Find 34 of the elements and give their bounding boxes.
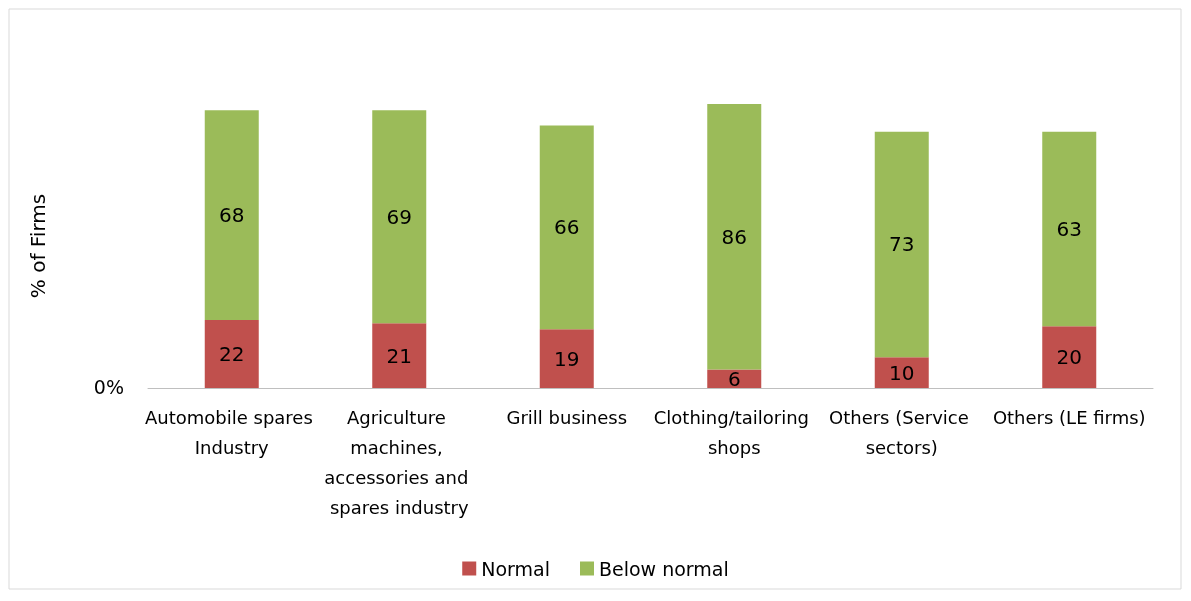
bar: [372, 110, 427, 324]
data-label: 69: [386, 204, 412, 229]
data-label: 66: [554, 215, 580, 240]
text: 0%: [93, 375, 125, 398]
data-label: 10: [889, 360, 915, 385]
data-label: 86: [721, 224, 747, 249]
x-tick-label: Others (LE firms): [992, 406, 1146, 428]
y-axis-title: % of Firms: [26, 193, 50, 299]
bar: [204, 320, 259, 388]
data-label: 22: [219, 342, 245, 367]
data-label: 68: [219, 203, 245, 228]
bar: [874, 131, 929, 358]
bar: [707, 369, 762, 388]
bar: [707, 104, 762, 370]
bar: [1042, 131, 1097, 327]
data-label: 73: [889, 232, 915, 257]
data-label: 63: [1056, 217, 1082, 242]
x-tick-label: Grill business: [506, 406, 628, 428]
data-label: 21: [386, 343, 412, 368]
x-tick-label: Clothing/tailoring shops: [653, 406, 815, 458]
data-label: 6: [727, 366, 741, 391]
x-tick-label: Others (Service sectors): [829, 406, 975, 458]
bar: [204, 110, 259, 321]
legend-label: Normal: [481, 557, 550, 580]
bar: [874, 357, 929, 388]
bar: [539, 329, 594, 388]
data-label: 19: [554, 346, 580, 371]
x-tick-label: Agriculture machines, accessories and spares industry: [324, 406, 475, 518]
bar: [1042, 326, 1097, 388]
data-label: 20: [1056, 345, 1082, 370]
bar: [539, 125, 594, 330]
bar: [372, 323, 427, 388]
legend-label: Below normal: [598, 557, 729, 580]
x-tick-label: Automobile spares Industry: [144, 406, 319, 458]
